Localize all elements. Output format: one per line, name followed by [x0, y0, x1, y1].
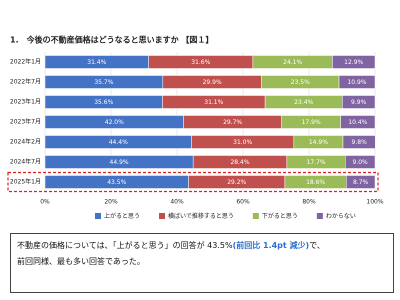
value-label: 10.4% — [348, 119, 367, 126]
value-label: 35.7% — [94, 79, 113, 86]
summary-text: 前回同様、最も多い回答であった。 — [17, 257, 145, 266]
value-label: 8.7% — [353, 179, 369, 186]
value-label: 31.0% — [233, 139, 252, 146]
value-label: 18.6% — [306, 179, 325, 186]
x-tick-label: 80% — [302, 199, 316, 206]
bar-segment — [332, 55, 376, 69]
y-tick-label: 2023年1月 — [10, 98, 41, 106]
bar-segment — [345, 155, 376, 169]
value-label: 44.4% — [109, 139, 128, 146]
chart: 1. 今後の不動産価格はどうなると思いますか 【図１】 0% 20% 40% 60% 8… — [7, 35, 384, 220]
y-tick-label: 2024年2月 — [10, 138, 41, 146]
legend-swatch — [159, 213, 166, 219]
legend-label: わからない — [326, 213, 356, 220]
value-label: 42.0% — [105, 119, 124, 126]
y-tick-label: 2023年7月 — [10, 118, 41, 126]
y-tick-label: 2022年7月 — [10, 78, 41, 86]
value-label: 31.6% — [191, 59, 210, 66]
y-tick-label: 2022年1月 — [10, 58, 41, 66]
legend-label: 横ばいで推移すると思う — [168, 212, 234, 220]
value-label: 24.1% — [283, 59, 302, 66]
bar-segment — [340, 115, 376, 129]
highlight-box — [7, 171, 379, 193]
heading: 1. 今後の不動産価格はどうなると思いますか 【図１】 — [10, 35, 213, 45]
summary-text: で、 — [309, 241, 325, 250]
value-label: 17.9% — [302, 119, 321, 126]
legend-label: 下がると思う — [262, 212, 298, 220]
value-label: 28.4% — [230, 159, 249, 166]
x-tick-label: 40% — [170, 199, 184, 206]
value-label: 43.5% — [107, 179, 126, 186]
value-label: 10.9% — [347, 79, 366, 86]
y-tick-label: 2025年1月 — [10, 178, 41, 186]
value-label: 31.1% — [204, 99, 223, 106]
value-label: 17.7% — [307, 159, 326, 166]
legend-swatch — [252, 213, 259, 219]
x-tick-label: 0% — [40, 199, 50, 206]
x-tick-label: 60% — [236, 199, 250, 206]
value-label: 9.8% — [352, 139, 368, 146]
value-label: 23.5% — [291, 79, 310, 86]
legend-label: 上がると思う — [104, 212, 140, 220]
legend-swatch — [95, 213, 101, 219]
legend-swatch — [316, 213, 323, 219]
value-label: 9.9% — [351, 99, 367, 106]
x-tick-label: 100% — [366, 199, 383, 206]
value-label: 31.4% — [87, 59, 106, 66]
value-label: 29.9% — [203, 79, 222, 86]
bar-segment — [338, 75, 376, 89]
value-label: 29.2% — [227, 179, 246, 186]
bar-segment — [342, 95, 376, 109]
x-tick-label: 20% — [104, 199, 118, 206]
y-tick-label: 2024年7月 — [10, 158, 41, 166]
value-label: 23.4% — [294, 99, 313, 106]
value-label: 14.9% — [309, 139, 328, 146]
summary-box: 不動産の価格については、「上がると思う」の回答が 43.5%(前回比 1.4pt… — [10, 233, 394, 293]
value-label: 9.0% — [353, 159, 369, 166]
value-label: 29.7% — [223, 119, 242, 126]
value-label: 44.9% — [110, 159, 129, 166]
value-label: 12.9% — [344, 59, 363, 66]
summary-highlight: (前回比 1.4pt 減少) — [232, 241, 310, 250]
value-label: 35.6% — [94, 99, 113, 106]
bar-segment — [342, 135, 376, 149]
summary-text: 不動産の価格については、「上がると思う」の回答が 43.5% — [17, 241, 233, 250]
bar-segment — [346, 175, 376, 189]
